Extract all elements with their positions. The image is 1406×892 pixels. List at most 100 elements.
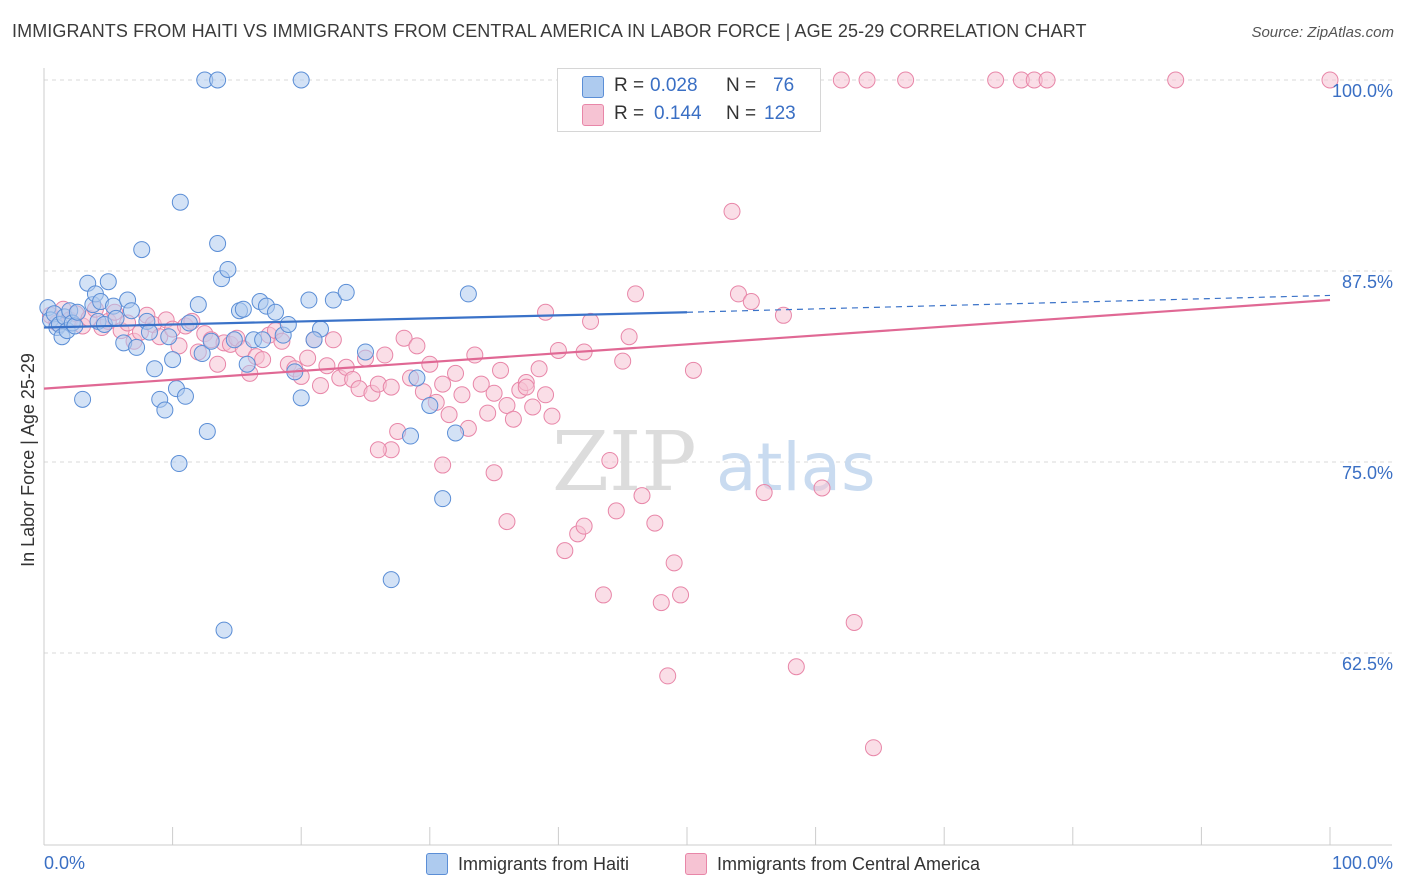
central-america-point: [453, 386, 471, 404]
haiti-point: [176, 387, 194, 405]
n-value-haiti: 76: [773, 75, 795, 96]
watermark-zip: ZIP: [552, 415, 697, 510]
haiti-point: [324, 291, 342, 309]
central-america-point: [575, 517, 593, 535]
central-america-point: [504, 410, 522, 428]
haiti-point: [215, 621, 233, 639]
central-america-point: [311, 377, 329, 395]
central-america-point: [729, 285, 747, 303]
central-america-point: [620, 328, 638, 346]
central-america-point: [582, 312, 600, 330]
haiti-point: [219, 260, 237, 278]
central-america-point: [787, 658, 805, 676]
haiti-legend-swatch: [426, 853, 448, 875]
n-label: N =: [726, 103, 757, 124]
haiti-point: [292, 71, 310, 89]
haiti-point: [225, 331, 243, 349]
central-america-point: [530, 360, 548, 378]
haiti-point: [99, 273, 117, 291]
y-tick-label: 62.5%: [1342, 654, 1393, 674]
central-america-point: [324, 331, 342, 349]
central-america-point: [742, 293, 760, 311]
haiti-point: [160, 328, 178, 346]
central-america-legend-swatch: [685, 853, 707, 875]
haiti-trend-extension: [686, 294, 1331, 313]
central-america-point: [987, 71, 1005, 89]
central-america-point: [254, 351, 272, 369]
haiti-point: [133, 241, 151, 259]
central-america-point: [434, 375, 452, 393]
central-america-point: [601, 451, 619, 469]
central-america-point: [627, 285, 645, 303]
central-america-point: [755, 484, 773, 502]
haiti-point: [459, 285, 477, 303]
central-america-point: [440, 406, 458, 424]
central-america-point: [485, 464, 503, 482]
central-america-point: [376, 346, 394, 364]
legend-item-central-america[interactable]: Immigrants from Central America: [685, 852, 980, 876]
central-america-point: [1167, 71, 1185, 89]
central-america-point: [659, 667, 677, 685]
central-america-point: [369, 441, 387, 459]
haiti-point: [300, 291, 318, 309]
haiti-point: [408, 369, 426, 387]
central-america-point: [447, 364, 465, 382]
central-america-point: [318, 357, 336, 375]
haiti-point: [238, 355, 256, 373]
haiti-point: [357, 343, 374, 361]
haiti-point: [292, 389, 310, 407]
stats-legend-box: R = 0.028 N = 76 R = 0.144 N = 123: [557, 68, 821, 132]
central-america-point: [408, 337, 426, 355]
central-america-point: [774, 306, 792, 324]
haiti-point: [402, 427, 420, 445]
central-america-point: [614, 352, 632, 370]
central-america-point: [684, 361, 702, 379]
source-credit: Source: ZipAtlas.com: [1251, 24, 1394, 41]
haiti-point: [209, 234, 227, 252]
haiti-point: [198, 422, 216, 440]
haiti-point: [305, 331, 323, 349]
haiti-point: [202, 332, 220, 350]
watermark: ZIP atlas: [552, 415, 876, 510]
central-america-point: [414, 383, 432, 401]
legend-item-haiti[interactable]: Immigrants from Haiti: [426, 852, 629, 876]
central-america-point: [633, 487, 651, 505]
central-america-point: [492, 361, 510, 379]
n-value-central-america: 123: [764, 103, 796, 124]
axes: [43, 68, 1392, 846]
central-america-point: [479, 404, 497, 422]
central-america-point: [723, 202, 741, 220]
haiti-point: [74, 390, 92, 408]
haiti-point: [156, 401, 174, 419]
trend-lines: [43, 294, 1331, 390]
x-tick-labels: 0.0% 100.0%: [44, 853, 1393, 873]
haiti-point: [146, 360, 164, 378]
central-america-point: [472, 375, 490, 393]
legend-label-haiti: Immigrants from Haiti: [458, 853, 630, 874]
central-america-point: [517, 378, 535, 396]
haiti-point: [382, 571, 400, 589]
haiti-point: [254, 331, 272, 349]
central-america-swatch: [582, 104, 604, 126]
r-label: R =: [614, 75, 645, 96]
y-tick-labels: 62.5% 75.0% 87.5% 100.0%: [1332, 81, 1393, 674]
central-america-point: [672, 586, 690, 604]
central-america-point: [524, 398, 542, 416]
haiti-point: [171, 193, 189, 211]
haiti-point: [122, 302, 140, 320]
haiti-point: [421, 396, 439, 414]
haiti-point: [279, 315, 297, 333]
central-america-trend-line: [43, 298, 1331, 390]
central-america-point: [652, 594, 670, 612]
central-america-point: [858, 71, 876, 89]
central-america-point: [665, 554, 683, 572]
central-america-point: [864, 739, 882, 757]
central-america-point: [1038, 71, 1056, 89]
haiti-point: [209, 71, 227, 89]
n-label: N =: [726, 75, 757, 96]
central-america-point: [498, 513, 516, 531]
central-america-point: [549, 341, 567, 359]
central-america-point: [537, 386, 555, 404]
haiti-point: [434, 490, 452, 508]
